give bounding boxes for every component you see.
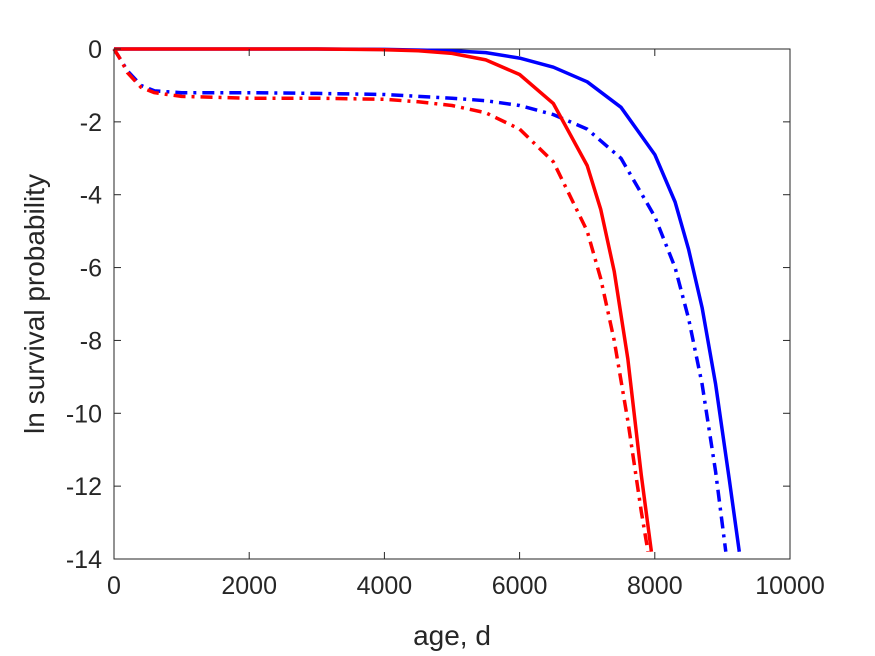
series-group bbox=[112, 47, 742, 552]
plot-area-box bbox=[113, 48, 791, 560]
x-tick-label: 4000 bbox=[357, 572, 413, 600]
series-line-4 bbox=[112, 48, 650, 552]
y-tick-label: -12 bbox=[66, 473, 102, 501]
x-tick-label: 10000 bbox=[755, 572, 825, 600]
y-tick-label: -8 bbox=[80, 327, 102, 355]
y-axis-title: ln survival probability bbox=[19, 174, 50, 434]
y-tick-label: -4 bbox=[80, 182, 102, 210]
y-tick-label: 0 bbox=[88, 36, 102, 64]
y-tick-label: -10 bbox=[66, 400, 102, 428]
tick-labels-group: 0 2000 4000 6000 8000 10000 0 -2 -4 -6 -8 -10 -12 -14 bbox=[66, 36, 825, 600]
x-tick-label: 6000 bbox=[492, 572, 548, 600]
y-tick-label: -2 bbox=[80, 109, 102, 137]
y-tick-label: -14 bbox=[66, 546, 102, 574]
x-axis-title: age, d bbox=[413, 620, 491, 651]
series-line-3 bbox=[114, 47, 654, 552]
x-tick-label: 8000 bbox=[627, 572, 683, 600]
x-tick-label: 2000 bbox=[221, 572, 277, 600]
ticks-group bbox=[113, 48, 791, 560]
x-tick-label: 0 bbox=[107, 572, 121, 600]
y-tick-label: -6 bbox=[80, 255, 102, 283]
